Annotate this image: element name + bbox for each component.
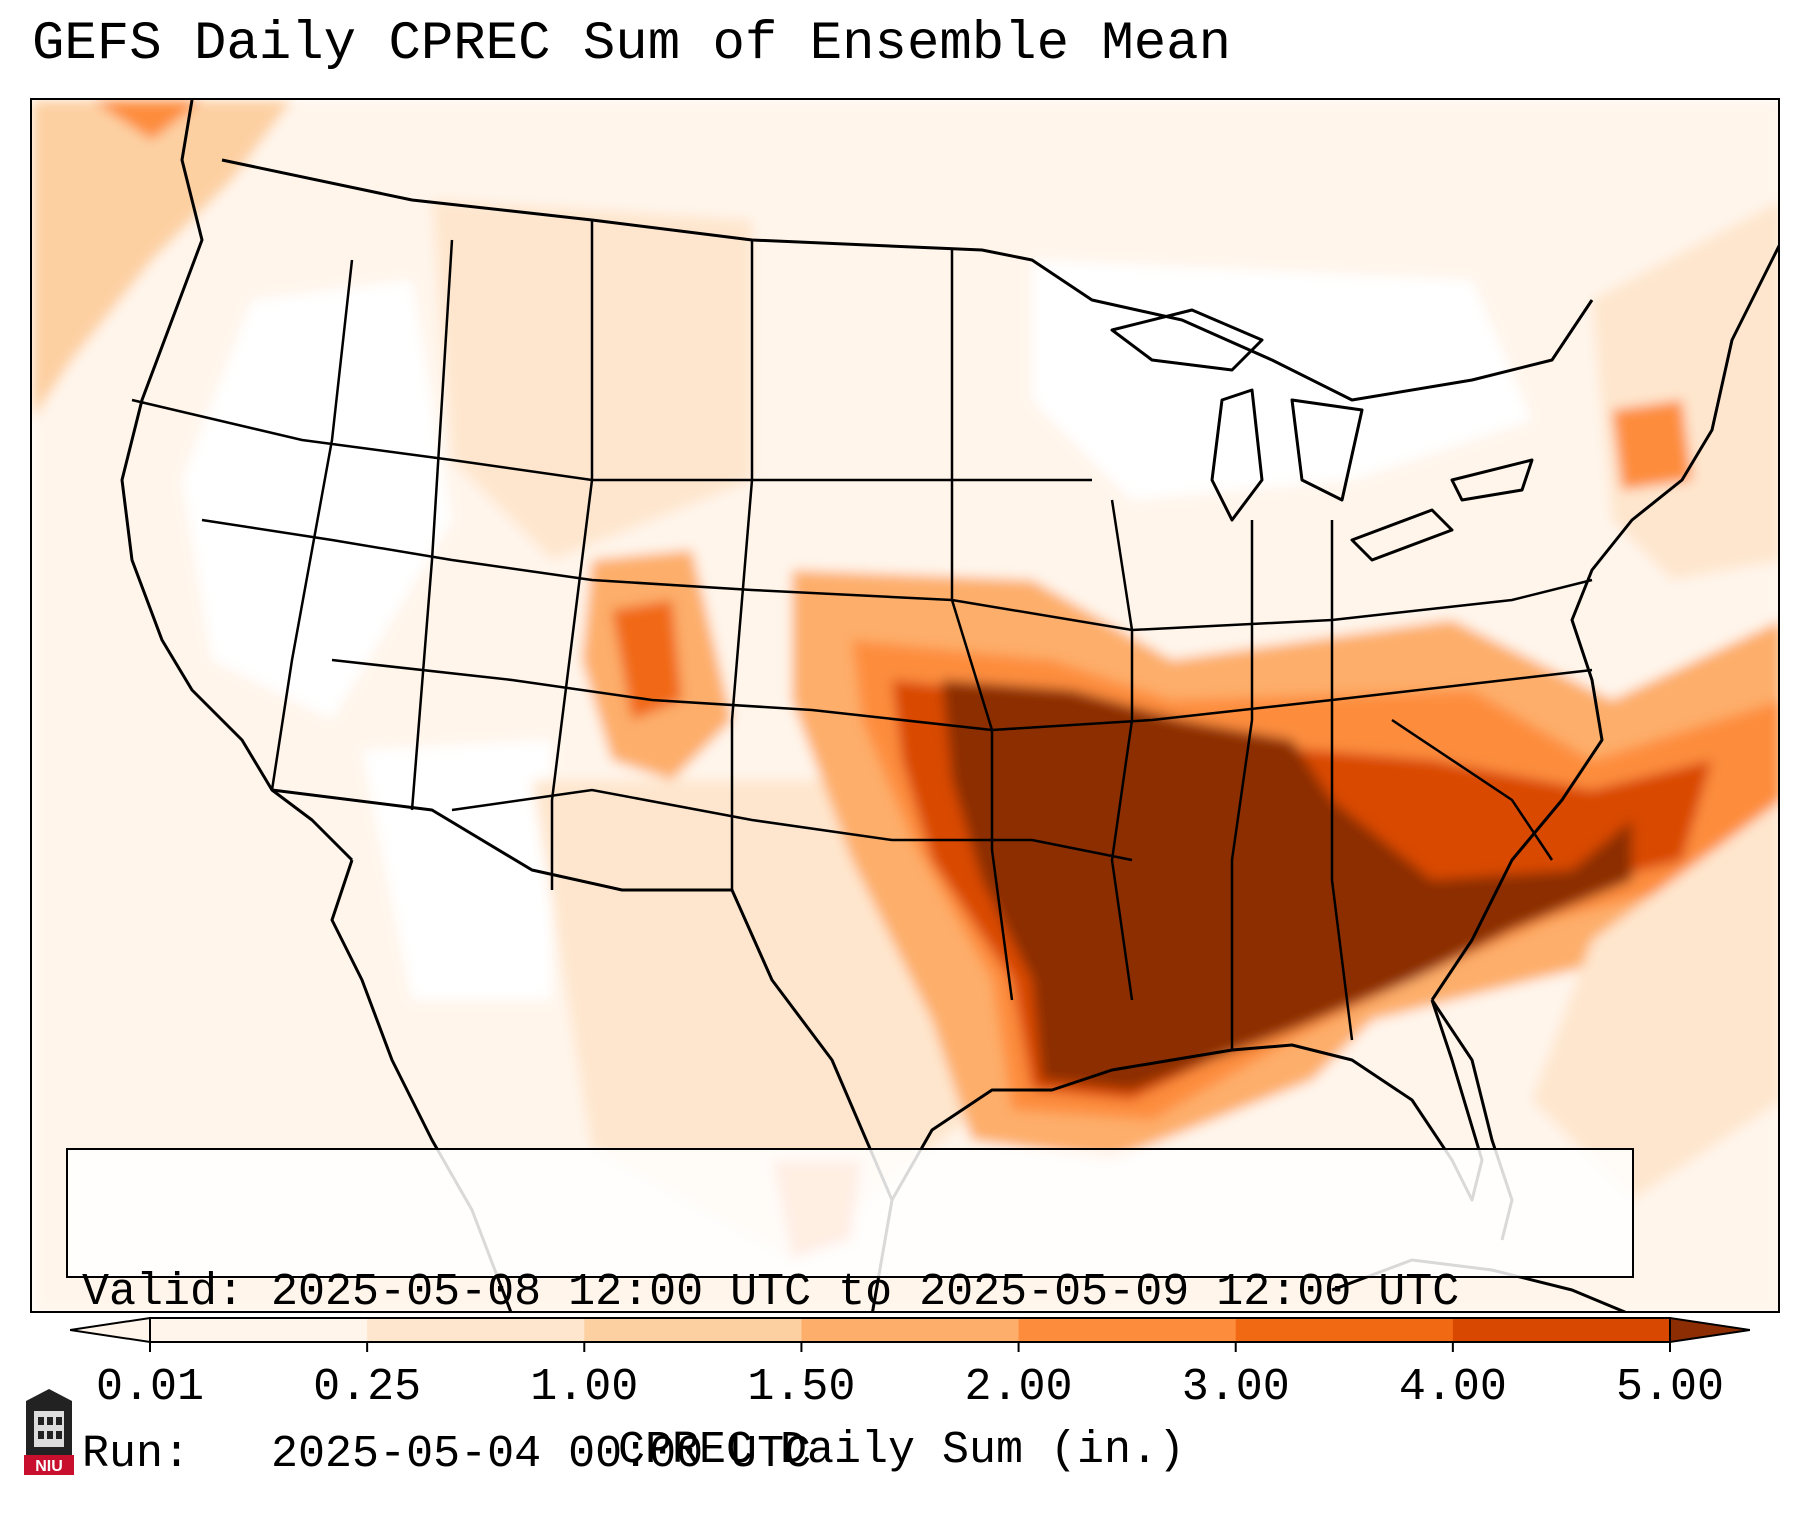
logo-text: NIU [35, 1458, 63, 1475]
precip-field [32, 100, 1778, 1311]
colorbar-tick-label: 0.25 [313, 1362, 422, 1413]
border-us-mexico [271, 788, 894, 1201]
colorbar-segment [150, 1318, 368, 1342]
map-canvas [32, 100, 1778, 1311]
state-line-carolinas [1391, 718, 1554, 861]
state-line-west-2 [410, 239, 454, 811]
colorbar-segment [801, 1318, 1020, 1342]
state-line-central [201, 518, 1593, 632]
niu-logo: NIU [24, 1389, 74, 1475]
precip-map [30, 98, 1780, 1313]
state-line-west-3 [550, 220, 594, 890]
valid-row: Valid: 2025-05-08 12:00 UTC to 2025-05-0… [82, 1266, 1618, 1320]
precip-west-dry [182, 280, 452, 720]
colorbar-segment [1018, 1318, 1237, 1342]
run-row: Run: 2025-05-04 00:00 UTC [82, 1428, 1618, 1482]
colorbar-tick-label: 4.00 [1398, 1362, 1507, 1413]
coastline-east [1430, 244, 1778, 1001]
colorbar-tick-label: 0.01 [95, 1362, 205, 1413]
colorbar-label: CPREC Daily Sum (in.) [617, 1425, 1186, 1476]
lake-huron [1290, 398, 1364, 502]
valid-value: 2025-05-08 12:00 UTC to 2025-05-09 12:00… [271, 1267, 1460, 1318]
state-line-southeast [1330, 520, 1354, 1041]
colorbar [70, 1316, 1750, 1352]
precip-new-england [1612, 400, 1692, 490]
logo-banner [24, 1455, 74, 1475]
colorbar-outline [149, 1317, 1671, 1343]
lake-ontario [1450, 458, 1534, 502]
precip-band-core [942, 680, 1632, 1090]
run-label: Run: [82, 1429, 191, 1480]
colorbar-extend-high [1669, 1316, 1750, 1344]
colorbar-extend-low [70, 1316, 151, 1344]
lake-michigan [1210, 388, 1264, 522]
lake-erie [1350, 508, 1454, 562]
precip-atlantic [1532, 802, 1778, 1200]
run-value: 2025-05-04 00:00 UTC [271, 1429, 812, 1480]
colorbar-tick-label: 3.00 [1181, 1362, 1290, 1413]
colorbar-segment [367, 1318, 585, 1342]
state-line-plains-1 [730, 240, 754, 890]
colorbar-segment [584, 1318, 802, 1342]
colorbar-tick-label: 2.00 [964, 1362, 1073, 1413]
valid-label: Valid: [82, 1267, 245, 1318]
map-title: GEFS Daily CPREC Sum of Ensemble Mean [32, 14, 1231, 75]
state-line-south [451, 788, 1133, 862]
colorbar-tick-label: 1.50 [747, 1362, 856, 1413]
colorbar-tick-label: 1.00 [530, 1362, 639, 1413]
colorbar-tick-label: 5.00 [1615, 1362, 1725, 1413]
state-line-midwest-1 [1110, 499, 1134, 1001]
state-line-south-central [331, 658, 1593, 732]
logo-building [34, 1411, 64, 1447]
state-borders [131, 220, 1593, 1050]
state-line-plains-2 [950, 250, 1014, 1001]
lake-superior [1110, 308, 1264, 372]
state-line-midwest-2 [1230, 520, 1254, 1050]
precip-nw-band [32, 100, 292, 420]
precip-colorado-core [612, 600, 682, 720]
colorbar-segment [1235, 1318, 1454, 1342]
colorbar-segment [1452, 1318, 1671, 1342]
info-box: Valid: 2025-05-08 12:00 UTC to 2025-05-0… [66, 1148, 1634, 1480]
state-line-west-1 [270, 259, 354, 791]
precip-southwest-dry [362, 740, 552, 1000]
precip-nw-core [92, 100, 202, 140]
